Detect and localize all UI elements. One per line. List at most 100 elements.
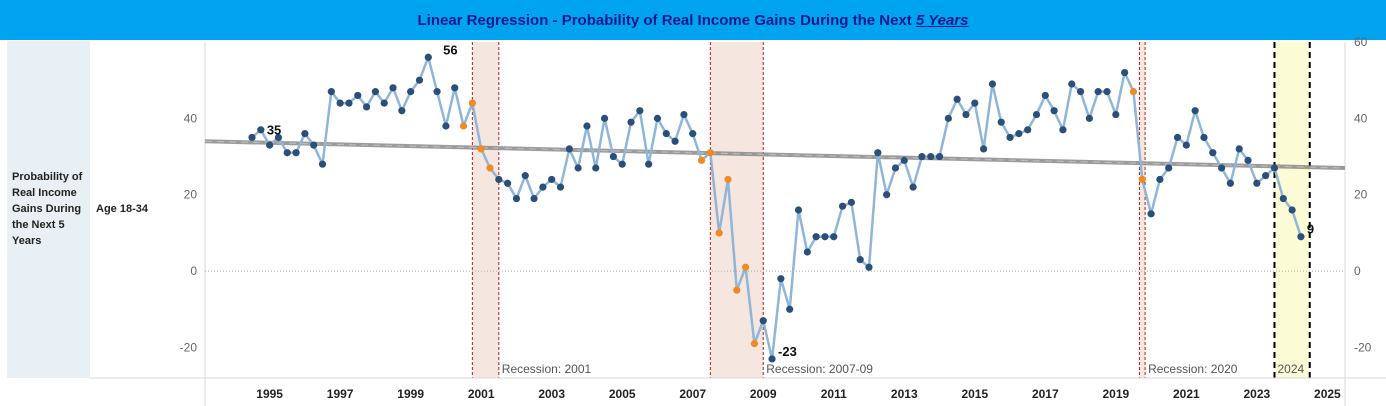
data-point [1068,80,1076,88]
data-point [583,122,591,130]
recession-band [1139,42,1146,378]
data-point [1076,88,1085,96]
data-point [962,110,970,119]
data-point [662,130,670,138]
y-tick-label-right: 60 [1354,35,1368,49]
data-point [600,114,609,122]
data-point [1050,107,1058,115]
recession-data-point [697,156,706,164]
data-point [927,152,935,161]
data-point [865,263,873,271]
data-point [768,355,776,363]
data-point [856,256,864,264]
x-tick-label: 2005 [609,387,636,401]
data-point [803,248,811,256]
data-point [627,118,635,126]
recession-label: Recession: 2020 [1148,362,1238,376]
y-tick-label-right: 20 [1354,188,1368,202]
data-point [1085,114,1093,122]
recession-data-point [486,164,494,172]
data-point [283,149,291,157]
data-point [883,191,891,199]
data-point [407,88,415,96]
data-point [1253,179,1261,187]
data-point [847,198,855,206]
data-point [909,183,917,191]
data-point [1015,130,1023,138]
highlight-label: 2024 [1277,362,1304,376]
data-point [1279,194,1287,203]
data-point [292,149,300,157]
data-point [1024,126,1032,134]
data-point [1217,164,1226,172]
data-point [1200,133,1208,142]
data-point [636,107,644,115]
x-tick-label: 2007 [679,387,706,401]
group-label: Age 18-34 [96,203,148,215]
data-point [574,164,582,172]
data-point [1235,145,1243,153]
data-point [274,133,283,142]
recession-data-point [1138,175,1146,184]
data-point [759,317,767,325]
data-point [997,118,1005,126]
data-point [1165,164,1173,172]
recession-data-point [477,145,485,153]
data-point [944,114,952,122]
data-point [653,114,662,122]
data-point [504,179,512,187]
recession-data-point [750,340,759,348]
x-tick-label: 2003 [538,387,565,401]
data-point [530,194,538,203]
chart-title: Linear Regression - Probability of Real … [417,12,968,29]
recession-label: Recession: 2001 [502,362,592,376]
data-point [891,164,900,172]
x-tick-label: 2013 [891,387,918,401]
data-point [257,126,265,134]
recession-data-point [1129,88,1138,96]
recession-data-point [706,149,714,157]
x-tick-label: 2023 [1244,387,1271,401]
recession-data-point [715,229,723,237]
x-tick-label: 2025 [1314,387,1341,401]
data-point [442,122,450,130]
y-tick-label: -20 [180,340,198,354]
data-point [1262,172,1270,180]
recession-data-point [742,263,750,271]
data-point [248,133,256,142]
x-tick-label: 2015 [961,387,988,401]
data-point [592,164,600,172]
data-label: -23 [778,344,797,359]
x-tick-label: 1995 [256,387,283,401]
recession-band [710,42,764,378]
data-point [918,152,926,161]
data-point [345,99,353,107]
data-point [380,99,388,107]
chart-title-bar: Linear Regression - Probability of Real … [0,0,1386,40]
data-point [1226,179,1235,187]
chart-title-emphasis: 5 Years [915,11,969,29]
data-point [1112,110,1120,119]
y-tick-label-right: -20 [1354,340,1372,354]
data-point [1209,149,1217,157]
recession-data-point [733,286,741,294]
recession-data-point [724,175,732,184]
data-point [1182,141,1190,149]
data-point [786,305,794,313]
data-point [680,110,688,119]
data-point [671,137,679,145]
y-tick-label: 20 [184,188,198,202]
data-point [821,233,829,241]
y-tick-label: 0 [190,264,197,278]
data-point [336,99,344,107]
data-point [1297,233,1305,241]
data-point [980,145,988,153]
data-point [301,130,309,138]
data-point [794,206,803,214]
data-point [266,141,274,149]
x-tick-label: 1999 [397,387,424,401]
data-point [495,175,503,184]
data-point [1094,88,1102,96]
data-point [1006,133,1014,142]
